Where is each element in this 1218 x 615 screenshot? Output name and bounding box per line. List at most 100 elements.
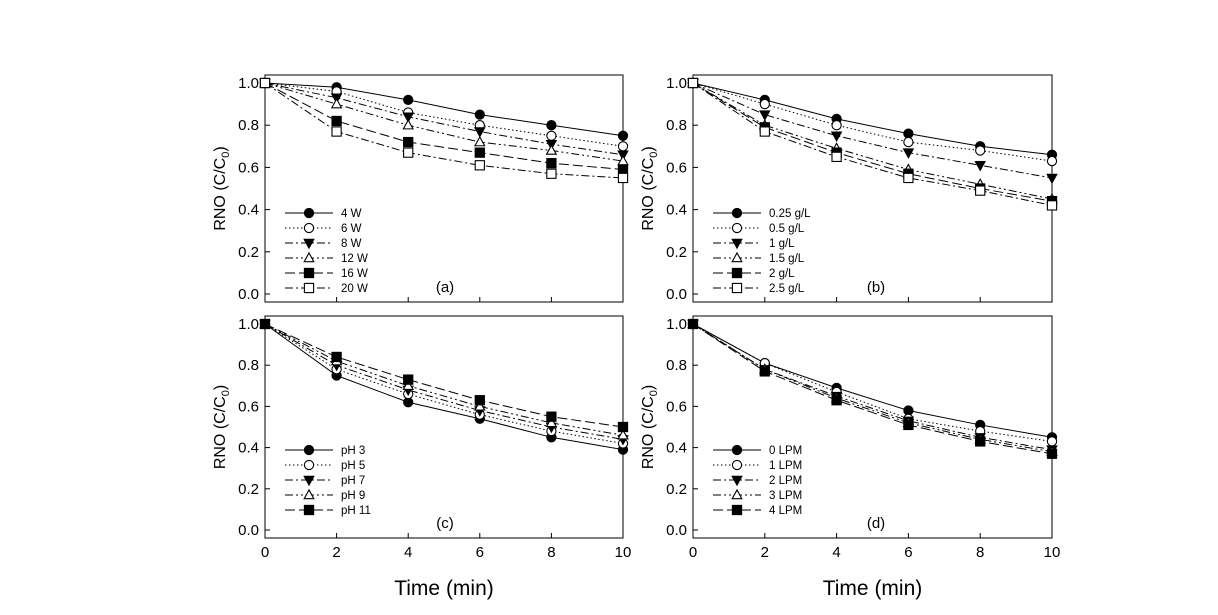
series-5 [259,77,629,175]
legend-label: 0.5 g/L [769,223,805,235]
y-tick-label: 0.2 [666,481,687,498]
legend-item: 20 W [285,282,368,295]
series-1 [687,318,1058,443]
data-point [1046,436,1058,447]
chart-panel-a: 0.0 0.2 0.4 0.6 0.8 1.0 4 W 6 W 8 W 12 W 16 W 20 W (… [212,74,629,303]
data-point [831,151,842,162]
x-tick-label: 2 [761,544,769,561]
series-line [264,82,624,179]
y-axis-label-subscript: 0 [220,152,232,158]
y-axis-label-close: ) [640,146,657,151]
legend-marker [731,444,743,456]
legend-item: 1.5 g/L [713,251,805,265]
y-axis-label-main: RNO (C/C [640,396,657,469]
series-2 [259,318,629,449]
legend-item: 0 LPM [713,444,802,457]
data-point [474,400,486,411]
y-tick-label: 0.6 [238,159,259,176]
legend-marker [303,444,315,456]
series-2 [259,77,629,152]
series-5 [259,318,629,433]
y-tick-label: 0.0 [666,522,687,539]
data-point [687,318,699,330]
legend-item: 0.5 g/L [713,222,805,235]
y-tick-label: 0.6 [666,398,687,415]
y-tick-label: 0.0 [238,522,259,539]
legend-item: pH 9 [285,488,365,502]
series-line [264,82,624,147]
legend-marker [303,282,315,294]
y-tick-label: 0.4 [666,202,687,219]
y-tick-label: 0.8 [666,117,687,134]
legend-label: 2.5 g/L [769,283,805,295]
series-4 [259,317,629,440]
x-tick-label: 0 [261,544,269,561]
legend-item: 6 W [285,222,362,235]
data-point [403,147,414,158]
series-line [692,323,1053,442]
data-point [545,144,558,155]
y-tick-label: 1.0 [238,75,259,92]
y-axis-label: RNO (C/C0) [640,385,660,469]
legend-label: 0.25 g/L [769,208,811,220]
x-tick-label: 10 [1044,544,1061,561]
x-tick-label: 0 [689,544,697,561]
data-point [831,120,842,131]
series-line [264,82,624,137]
series-line [692,323,1053,438]
data-point [830,131,843,142]
x-tick-label: 6 [904,544,912,561]
y-axis-label: RNO (C/C0) [212,146,232,230]
data-point [474,160,485,171]
data-point [759,126,770,137]
data-point [403,374,414,385]
series-6 [259,77,629,184]
legend: 4 W 6 W 8 W 12 W 16 W 20 W [285,207,368,295]
x-tick-label: 4 [404,544,412,561]
legend-marker [303,207,315,219]
data-point [759,366,770,377]
data-point [474,135,486,147]
legend-marker [303,488,315,500]
data-point [402,119,414,130]
x-axis-label: Time (min) [394,577,494,600]
legend-label: 4 LPM [769,505,802,517]
y-axis-label: RNO (C/C0) [640,146,660,230]
legend-item: pH 7 [285,475,365,487]
legend-item: 2 LPM [713,475,802,487]
legend-marker [731,222,743,234]
data-point [903,128,914,139]
data-point [617,130,629,141]
legend-label: 1 g/L [769,238,795,250]
series-line [264,323,624,451]
plot-frame [692,315,1053,539]
chart-panel-d: 0.0 0.2 0.4 0.6 0.8 1.0 0 2 4 6 8 10 0 LPM 1 LPM 2 LPM… [640,315,1061,561]
legend: 0.25 g/L 0.5 g/L 1 g/L 1.5 g/L 2 g/L 2.5 g/L [713,207,811,295]
legend-marker [731,207,743,219]
data-point [902,148,915,159]
series-4 [259,76,629,166]
data-point [617,421,629,433]
legend-marker [303,475,315,487]
data-point [759,98,770,110]
data-point [474,109,485,120]
legend-item: 12 W [285,251,368,265]
series-line [264,82,624,162]
x-tick-label: 8 [976,544,984,561]
y-axis-label-close: ) [212,146,229,151]
data-point [831,395,842,406]
data-point [975,436,986,447]
legend-label: 16 W [341,268,368,280]
data-point [259,77,271,89]
y-axis-label-main: RNO (C/C [640,158,657,231]
panel-label: (d) [867,515,885,532]
data-point [617,141,629,152]
legend-marker [303,504,315,516]
y-tick-label: 1.0 [238,316,259,333]
y-tick-label: 0.8 [238,117,259,134]
y-axis-label-subscript: 0 [648,152,660,158]
legend-label: 3 LPM [769,490,802,502]
data-point [974,161,986,172]
series-6 [687,77,1058,211]
legend-label: 2 g/L [769,268,795,280]
